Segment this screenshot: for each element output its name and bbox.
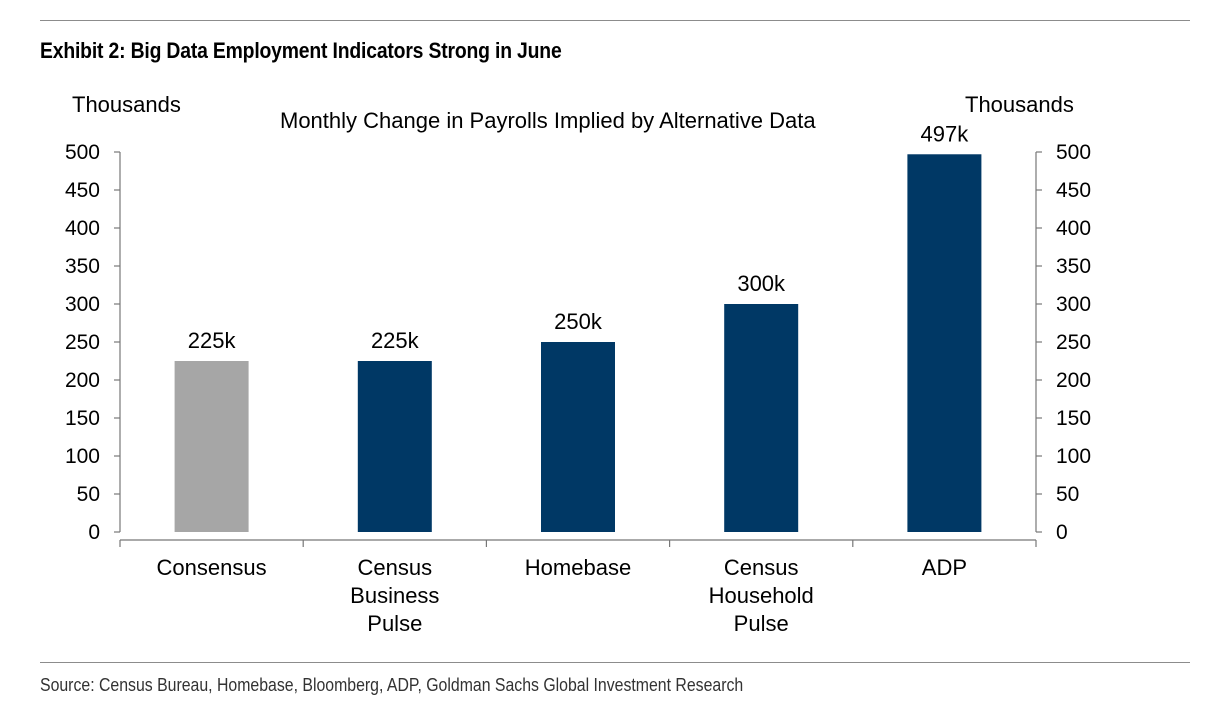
left-y-tick-label: 500	[65, 141, 100, 164]
left-axis-unit: Thousands	[72, 92, 181, 117]
exhibit-title: Exhibit 2: Big Data Employment Indicator…	[40, 38, 562, 63]
x-category-label: Census Household Pulse	[709, 555, 814, 636]
left-y-tick-label: 200	[65, 369, 100, 392]
right-y-tick-label: 350	[1056, 255, 1091, 278]
right-y-tick-label: 450	[1056, 179, 1091, 202]
data-label: 250k	[554, 309, 603, 334]
data-label: 225k	[188, 328, 237, 353]
bar	[174, 361, 249, 532]
data-label: 300k	[737, 271, 786, 296]
bottom-rule	[40, 662, 1190, 663]
left-y-tick-label: 350	[65, 255, 100, 278]
left-y-tick-label: 150	[65, 407, 100, 430]
left-y-tick-label: 250	[65, 331, 100, 354]
bar	[541, 342, 615, 532]
left-y-tick-label: 300	[65, 293, 100, 316]
data-label: 225k	[371, 328, 420, 353]
right-y-tick-label: 100	[1056, 445, 1091, 468]
right-y-tick-label: 200	[1056, 369, 1091, 392]
right-axis-unit: Thousands	[965, 92, 1074, 117]
bar	[357, 361, 432, 532]
x-category-label: Consensus	[157, 555, 267, 580]
bar	[724, 304, 799, 532]
left-y-tick-label: 400	[65, 217, 100, 240]
right-y-tick-label: 500	[1056, 141, 1091, 164]
left-y-tick-label: 100	[65, 445, 100, 468]
x-category-label: Census Business Pulse	[350, 555, 439, 636]
bar	[907, 154, 982, 532]
left-y-tick-label: 450	[65, 179, 100, 202]
right-y-tick-label: 0	[1056, 521, 1068, 544]
top-rule	[40, 20, 1190, 21]
right-y-tick-label: 400	[1056, 217, 1091, 240]
x-category-label: ADP	[922, 555, 967, 580]
right-y-tick-label: 150	[1056, 407, 1091, 430]
right-y-tick-label: 50	[1056, 483, 1079, 506]
source-note: Source: Census Bureau, Homebase, Bloombe…	[40, 675, 744, 695]
right-y-tick-label: 300	[1056, 293, 1091, 316]
chart-title: Monthly Change in Payrolls Implied by Al…	[280, 108, 816, 133]
data-label: 497k	[921, 121, 970, 146]
left-y-tick-label: 50	[77, 483, 100, 506]
right-y-tick-label: 250	[1056, 331, 1091, 354]
x-category-label: Homebase	[525, 555, 631, 580]
left-y-tick-label: 0	[88, 521, 100, 544]
